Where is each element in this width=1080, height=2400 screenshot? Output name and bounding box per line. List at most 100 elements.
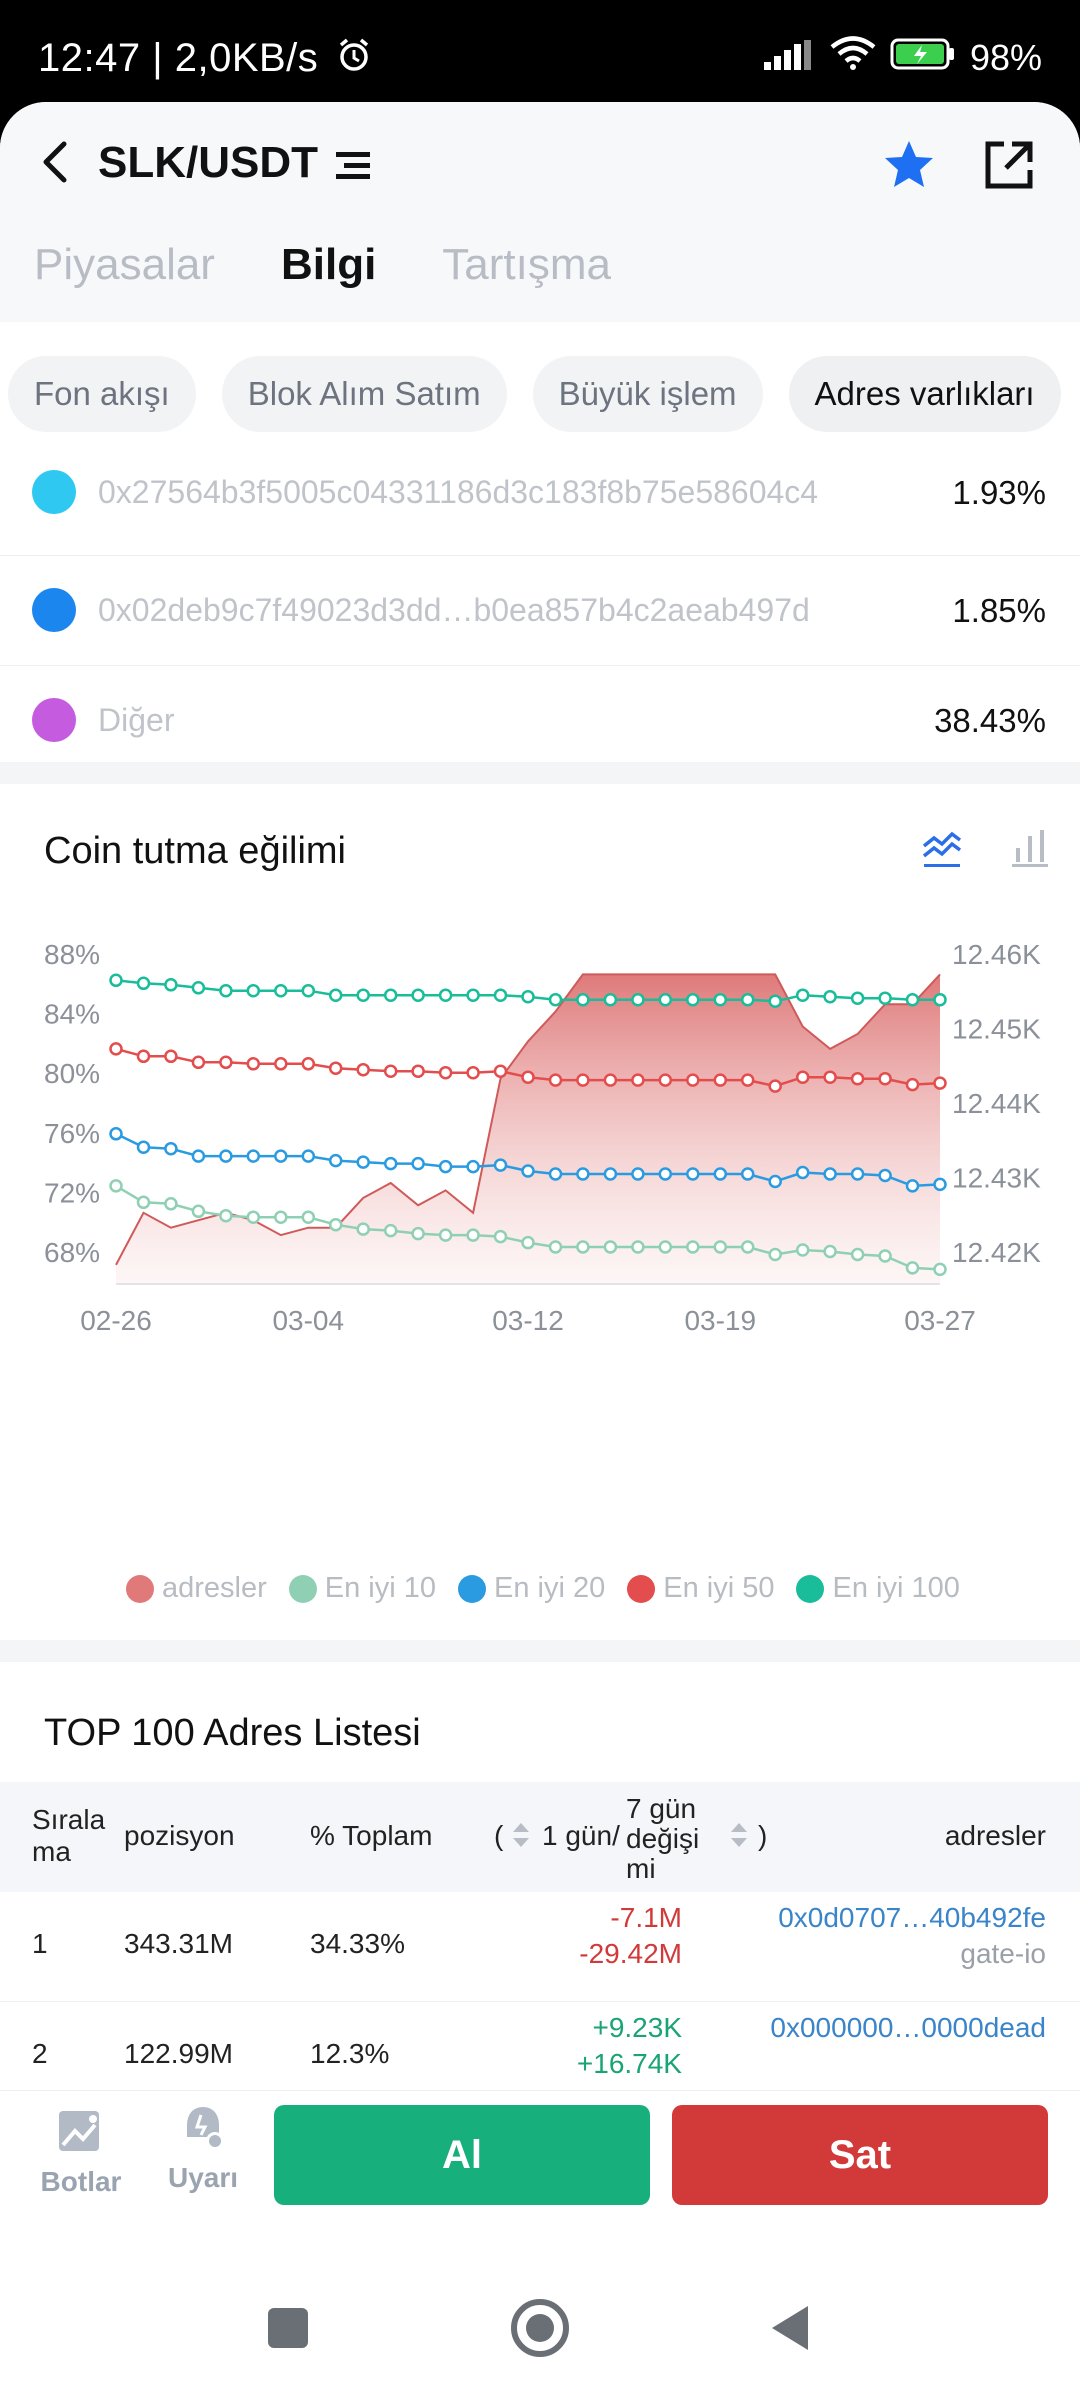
line-chart-icon[interactable] bbox=[920, 826, 964, 875]
home-icon[interactable] bbox=[511, 2299, 569, 2357]
legend-item[interactable]: En iyi 50 bbox=[627, 1572, 774, 1605]
cell-change-1d: -7.1M bbox=[610, 1902, 682, 1933]
data-point bbox=[576, 1073, 590, 1087]
sub-tabs: Fon akışı Blok Alım Satım Büyük işlem Ad… bbox=[8, 356, 1061, 432]
share-icon[interactable] bbox=[980, 136, 1038, 199]
data-point bbox=[658, 1167, 673, 1181]
data-point bbox=[219, 1149, 233, 1163]
data-point bbox=[658, 1073, 673, 1087]
sell-button[interactable]: Sat bbox=[672, 2105, 1048, 2205]
data-point bbox=[521, 1070, 535, 1084]
cell-address-link[interactable]: 0x0d0707…40b492fe bbox=[778, 1902, 1046, 1933]
th-change-1d[interactable]: 1 gün/ bbox=[542, 1820, 620, 1851]
data-point bbox=[438, 1159, 453, 1174]
back-button[interactable] bbox=[28, 132, 84, 192]
legend-item[interactable]: En iyi 20 bbox=[458, 1572, 605, 1605]
data-point bbox=[795, 1070, 810, 1084]
th-change-7d[interactable]: 7 gün değişi mi bbox=[626, 1794, 700, 1884]
data-point bbox=[164, 1197, 178, 1211]
y-right-tick-label: 12.42K bbox=[952, 1237, 1041, 1268]
bar-chart-icon[interactable] bbox=[1008, 826, 1052, 875]
y-left-tick-label: 88% bbox=[44, 939, 100, 970]
holder-address: Diğer bbox=[98, 702, 175, 738]
data-point bbox=[878, 1071, 892, 1086]
data-point bbox=[438, 1065, 453, 1080]
data-point bbox=[301, 1149, 316, 1163]
status-right: 98% bbox=[763, 36, 1042, 79]
y-right-tick-label: 12.45K bbox=[952, 1014, 1041, 1045]
data-point bbox=[438, 988, 453, 1002]
data-point bbox=[713, 1240, 728, 1254]
cell-change-7d: +16.74K bbox=[576, 2048, 682, 2079]
data-point bbox=[356, 1062, 370, 1077]
trend-title: Coin tutma eğilimi bbox=[44, 830, 346, 872]
holder-percent: 1.85% bbox=[952, 592, 1046, 629]
data-point bbox=[631, 1073, 645, 1087]
data-point bbox=[823, 1070, 837, 1084]
data-point bbox=[466, 1159, 480, 1174]
data-point bbox=[356, 1155, 370, 1169]
data-point bbox=[905, 1179, 920, 1193]
data-point bbox=[548, 1167, 563, 1181]
chip-buyuk-islem[interactable]: Büyük işlem bbox=[532, 356, 763, 432]
holding-trend-chart: 88% 84% 80% 76% 72% 68% 12.46K 12.45K 12.44K 12.4… bbox=[0, 932, 1080, 1557]
list-item[interactable]: Diğer 38.43% bbox=[0, 666, 1080, 776]
th-rank[interactable]: Sırala ma bbox=[32, 1804, 106, 1867]
data-point bbox=[466, 1228, 480, 1242]
alerts-button[interactable]: Uyarı bbox=[158, 2103, 248, 2194]
data-point bbox=[850, 1071, 865, 1086]
cell-address-link[interactable]: 0x000000…0000dead bbox=[770, 2012, 1046, 2043]
status-time: 12:47 | 2,0KB/s bbox=[38, 36, 372, 83]
holder-address: 0x27564b3f5005c04331186d3c183f8b75e58604… bbox=[98, 474, 819, 510]
chip-blok-alim-satim[interactable]: Blok Alım Satım bbox=[221, 356, 507, 432]
data-point bbox=[438, 1228, 453, 1242]
sort-icon[interactable] bbox=[728, 1820, 750, 1857]
data-point bbox=[905, 992, 920, 1007]
chip-adres-varliklari[interactable]: Adres varlıkları bbox=[788, 356, 1061, 432]
data-point bbox=[905, 1077, 920, 1092]
cell-rank: 2 bbox=[32, 2038, 48, 2069]
recents-icon[interactable] bbox=[268, 2308, 308, 2348]
th-position[interactable]: pozisyon bbox=[124, 1820, 235, 1851]
buy-button[interactable]: Al bbox=[274, 2105, 650, 2205]
data-point bbox=[328, 1153, 343, 1168]
data-point bbox=[246, 983, 261, 998]
bots-label: Botlar bbox=[40, 2166, 122, 2197]
data-point bbox=[521, 1235, 535, 1250]
tab-piyasalar[interactable]: Piyasalar bbox=[34, 240, 215, 289]
chart-legend: adresler En iyi 10 En iyi 20 En iyi 50 E… bbox=[126, 1572, 960, 1605]
data-point bbox=[631, 1167, 645, 1181]
data-point bbox=[740, 992, 755, 1007]
data-point bbox=[356, 1222, 370, 1236]
data-point bbox=[191, 1055, 206, 1070]
status-bar: 12:47 | 2,0KB/s 98% bbox=[0, 0, 1080, 110]
tab-tartisma[interactable]: Tartışma bbox=[442, 240, 611, 289]
legend-item[interactable]: En iyi 100 bbox=[796, 1572, 960, 1605]
holder-percent: 38.43% bbox=[934, 702, 1046, 739]
data-point bbox=[301, 1057, 316, 1071]
th-address: adresler bbox=[944, 1820, 1046, 1851]
legend-item[interactable]: En iyi 10 bbox=[288, 1572, 436, 1605]
data-point bbox=[823, 1244, 837, 1259]
x-tick-label: 03-19 bbox=[684, 1305, 756, 1336]
tab-bilgi[interactable]: Bilgi bbox=[280, 240, 377, 289]
chip-fon-akisi[interactable]: Fon akışı bbox=[8, 356, 196, 432]
table-row[interactable]: 1 343.31M 34.33% -7.1M -29.42M 0x0d0707…… bbox=[0, 1892, 1080, 2002]
data-point bbox=[850, 991, 865, 1005]
list-item[interactable]: 0x02deb9c7f49023d3dd…b0ea857b4c2aeab497d… bbox=[0, 556, 1080, 666]
y-right-tick-label: 12.43K bbox=[952, 1163, 1041, 1194]
back-nav-icon[interactable] bbox=[772, 2306, 808, 2350]
color-dot bbox=[32, 588, 76, 632]
list-item[interactable]: 0x27564b3f5005c04331186d3c183f8b75e58604… bbox=[0, 460, 1080, 556]
menu-icon[interactable] bbox=[334, 146, 374, 191]
data-point bbox=[383, 1223, 398, 1238]
legend-item[interactable]: adresler bbox=[126, 1572, 267, 1605]
bots-button[interactable]: Botlar bbox=[36, 2107, 126, 2198]
data-point bbox=[274, 1057, 288, 1071]
data-point bbox=[466, 1065, 480, 1080]
favorite-star-icon[interactable] bbox=[880, 136, 938, 199]
th-total[interactable]: % Toplam bbox=[310, 1820, 433, 1851]
sort-icon[interactable] bbox=[510, 1820, 532, 1857]
table-row[interactable]: 2 122.99M 12.3% +9.23K +16.74K 0x000000…… bbox=[0, 2002, 1080, 2112]
data-point bbox=[466, 988, 480, 1002]
